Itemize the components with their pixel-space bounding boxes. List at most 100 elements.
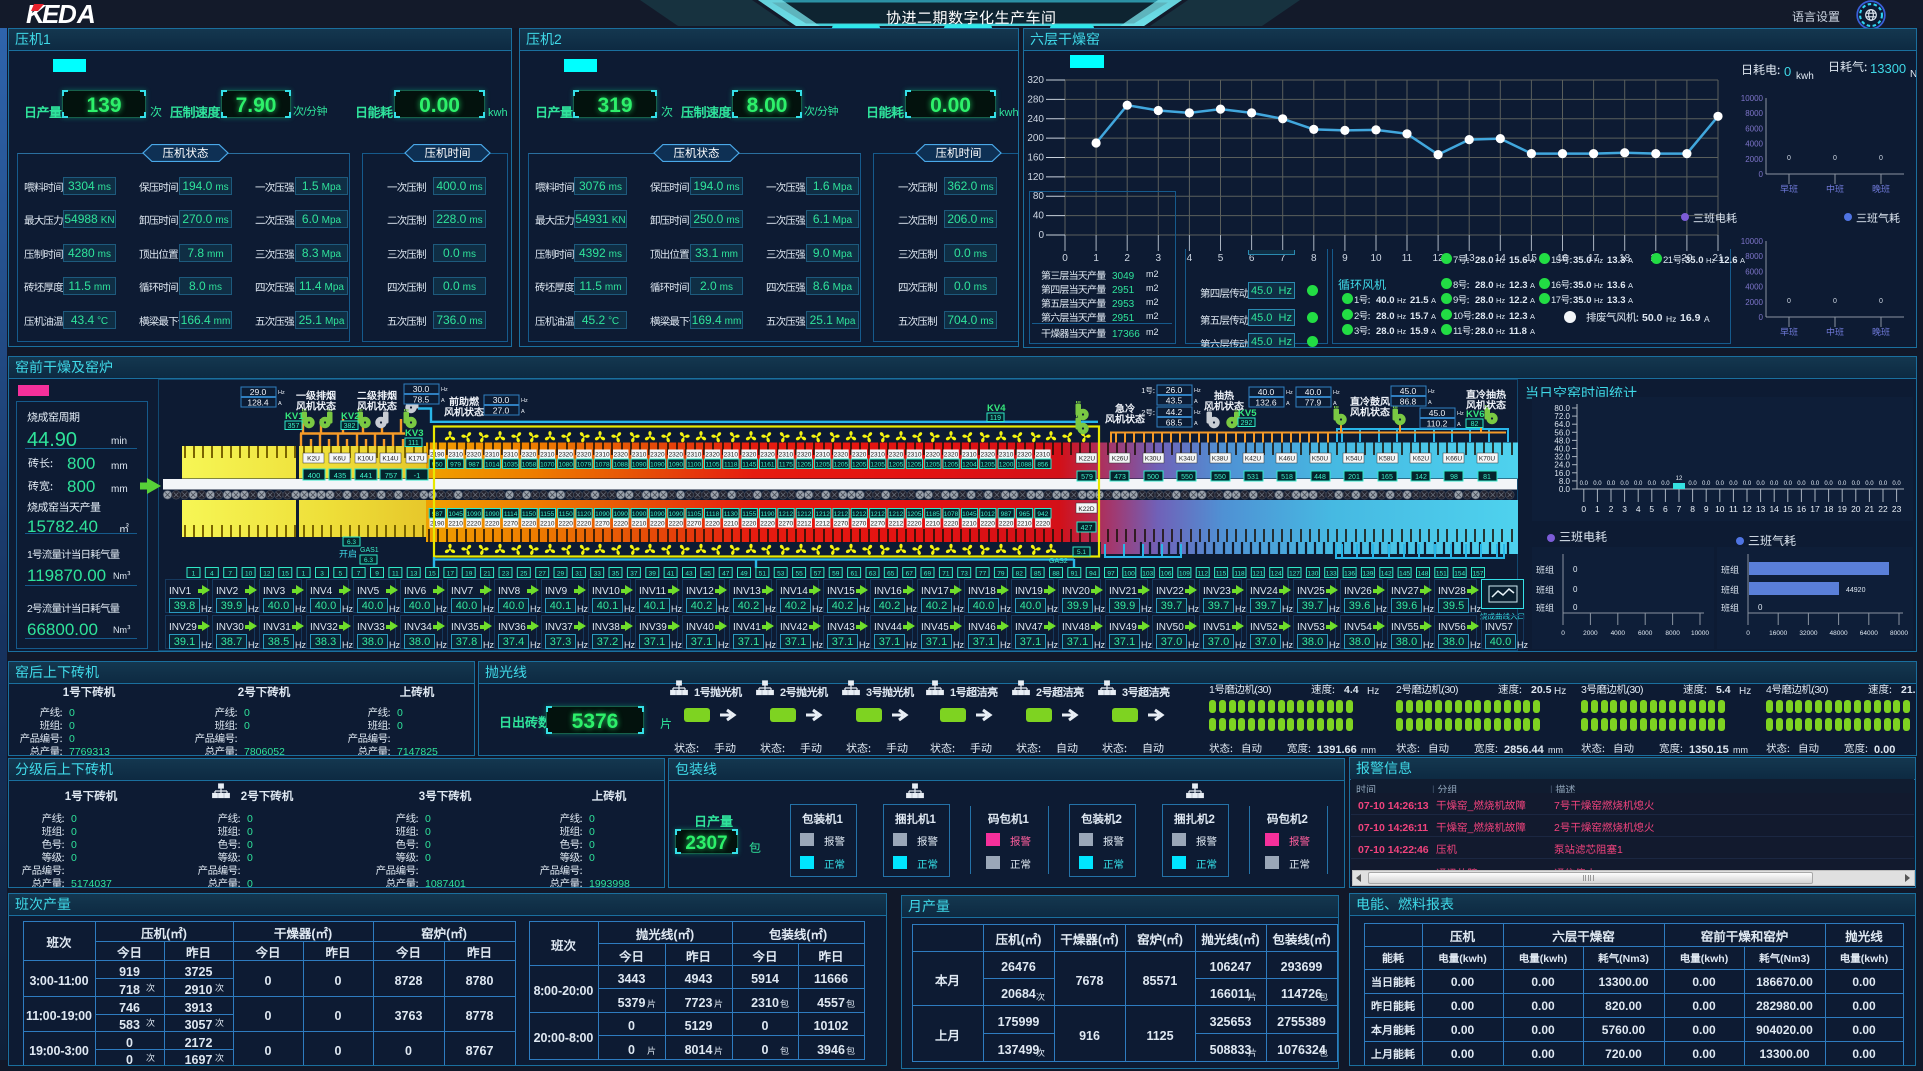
svg-text:17: 17 xyxy=(1810,503,1820,515)
svg-text:晚班: 晚班 xyxy=(1872,325,1890,338)
svg-text:2310: 2310 xyxy=(870,449,885,459)
svg-text:2320: 2320 xyxy=(650,449,665,459)
svg-text:382: 382 xyxy=(344,421,356,431)
svg-text:Hz: Hz xyxy=(1457,409,1464,417)
svg-text:292: 292 xyxy=(1241,418,1253,428)
svg-text:KV6: KV6 xyxy=(1466,406,1484,420)
svg-text:1090: 1090 xyxy=(650,508,665,518)
svg-text:1078: 1078 xyxy=(944,508,959,518)
svg-text:KV4: KV4 xyxy=(987,400,1006,414)
svg-text:6: 6 xyxy=(1249,249,1255,264)
svg-text:0: 0 xyxy=(1833,296,1837,306)
svg-text:1105: 1105 xyxy=(706,459,720,469)
svg-text:320: 320 xyxy=(1027,71,1044,86)
svg-text:7: 7 xyxy=(228,568,232,578)
svg-text:A: A xyxy=(521,407,525,415)
svg-text:2320: 2320 xyxy=(925,449,940,459)
svg-text:29: 29 xyxy=(557,568,565,578)
svg-text:1205: 1205 xyxy=(852,459,867,469)
svg-text:119: 119 xyxy=(990,413,1001,423)
svg-text:2000: 2000 xyxy=(1583,627,1598,637)
svg-text:KV1: KV1 xyxy=(285,408,304,422)
svg-text:1: 1 xyxy=(192,568,196,578)
svg-text:79: 79 xyxy=(997,568,1005,578)
svg-text:1205: 1205 xyxy=(907,508,922,518)
svg-text:2220: 2220 xyxy=(999,518,1014,528)
svg-text:2号:: 2号: xyxy=(1141,407,1155,418)
svg-text:4000: 4000 xyxy=(1745,282,1763,293)
svg-text:2210: 2210 xyxy=(962,518,977,528)
svg-text:2: 2 xyxy=(1609,503,1614,515)
svg-text:80000: 80000 xyxy=(1890,627,1908,637)
svg-text:2320: 2320 xyxy=(834,449,849,459)
svg-text:6000: 6000 xyxy=(1745,266,1763,277)
svg-text:2210: 2210 xyxy=(1017,518,1032,528)
svg-text:K70U: K70U xyxy=(1479,453,1496,463)
svg-text:121: 121 xyxy=(1252,568,1263,578)
svg-text:GAS2: GAS2 xyxy=(1049,556,1068,566)
svg-text:30.0: 30.0 xyxy=(413,383,430,395)
svg-text:1204: 1204 xyxy=(962,459,977,469)
svg-text:压机时间: 压机时间 xyxy=(425,145,471,161)
svg-text:0: 0 xyxy=(1787,153,1791,163)
svg-text:A: A xyxy=(1457,420,1461,428)
svg-text:1: 1 xyxy=(1093,249,1099,264)
svg-text:2220: 2220 xyxy=(613,518,628,528)
svg-text:风机状态: 风机状态 xyxy=(296,398,336,413)
svg-text:56.0: 56.0 xyxy=(1554,427,1570,438)
svg-text:5: 5 xyxy=(338,568,342,578)
svg-text:K30U: K30U xyxy=(1145,453,1162,463)
svg-text:157: 157 xyxy=(1473,568,1484,578)
svg-text:21: 21 xyxy=(1865,503,1875,515)
svg-text:35: 35 xyxy=(612,568,620,578)
svg-text:109: 109 xyxy=(1179,568,1190,578)
svg-text:88: 88 xyxy=(1052,568,1060,578)
svg-text:1090: 1090 xyxy=(613,508,628,518)
svg-text:1088: 1088 xyxy=(613,459,628,469)
svg-text:987: 987 xyxy=(1001,508,1012,518)
svg-text:A: A xyxy=(1194,397,1198,405)
svg-text:风机状态: 风机状态 xyxy=(1105,411,1145,426)
svg-text:136: 136 xyxy=(1344,568,1355,578)
svg-text:K22U: K22U xyxy=(1079,453,1096,463)
svg-text:531: 531 xyxy=(1247,472,1259,482)
svg-text:2270: 2270 xyxy=(503,518,518,528)
svg-text:8: 8 xyxy=(1690,503,1695,515)
svg-text:2220: 2220 xyxy=(467,518,482,528)
svg-text:139: 139 xyxy=(1362,568,1373,578)
svg-text:1212: 1212 xyxy=(797,508,812,518)
svg-text:2310: 2310 xyxy=(503,449,518,459)
svg-text:1212: 1212 xyxy=(779,508,794,518)
svg-text:Hz: Hz xyxy=(1428,387,1435,395)
svg-text:2310: 2310 xyxy=(779,449,794,459)
svg-text:1090: 1090 xyxy=(632,508,647,518)
svg-text:8: 8 xyxy=(1311,249,1317,264)
svg-text:1090: 1090 xyxy=(485,508,500,518)
svg-text:1200: 1200 xyxy=(999,459,1014,469)
svg-text:2220: 2220 xyxy=(705,518,720,528)
svg-text:1150: 1150 xyxy=(559,508,573,518)
svg-text:98: 98 xyxy=(1450,472,1458,482)
svg-text:0: 0 xyxy=(1758,602,1763,613)
svg-text:Hz: Hz xyxy=(441,385,448,393)
svg-text:16000: 16000 xyxy=(1769,627,1787,637)
svg-text:17: 17 xyxy=(1588,249,1600,264)
svg-text:0.0: 0.0 xyxy=(1824,478,1833,487)
svg-text:2270: 2270 xyxy=(870,518,885,528)
svg-text:班组: 班组 xyxy=(1721,563,1739,576)
svg-text:2320: 2320 xyxy=(980,449,995,459)
svg-text:GAS1: GAS1 xyxy=(360,545,379,555)
svg-text:0: 0 xyxy=(1746,627,1750,637)
svg-text:2270: 2270 xyxy=(595,518,610,528)
svg-text:压机状态: 压机状态 xyxy=(674,145,720,161)
svg-text:1118: 1118 xyxy=(724,459,738,469)
svg-text:A: A xyxy=(278,399,282,407)
svg-text:K2U: K2U xyxy=(307,453,320,463)
svg-text:1205: 1205 xyxy=(834,459,849,469)
svg-text:风机状态: 风机状态 xyxy=(1466,397,1506,412)
svg-text:1012: 1012 xyxy=(980,508,995,518)
svg-text:132.6: 132.6 xyxy=(1255,397,1277,409)
svg-text:40.0: 40.0 xyxy=(1305,386,1322,398)
svg-text:K: K xyxy=(26,2,47,28)
svg-text:2320: 2320 xyxy=(522,449,537,459)
